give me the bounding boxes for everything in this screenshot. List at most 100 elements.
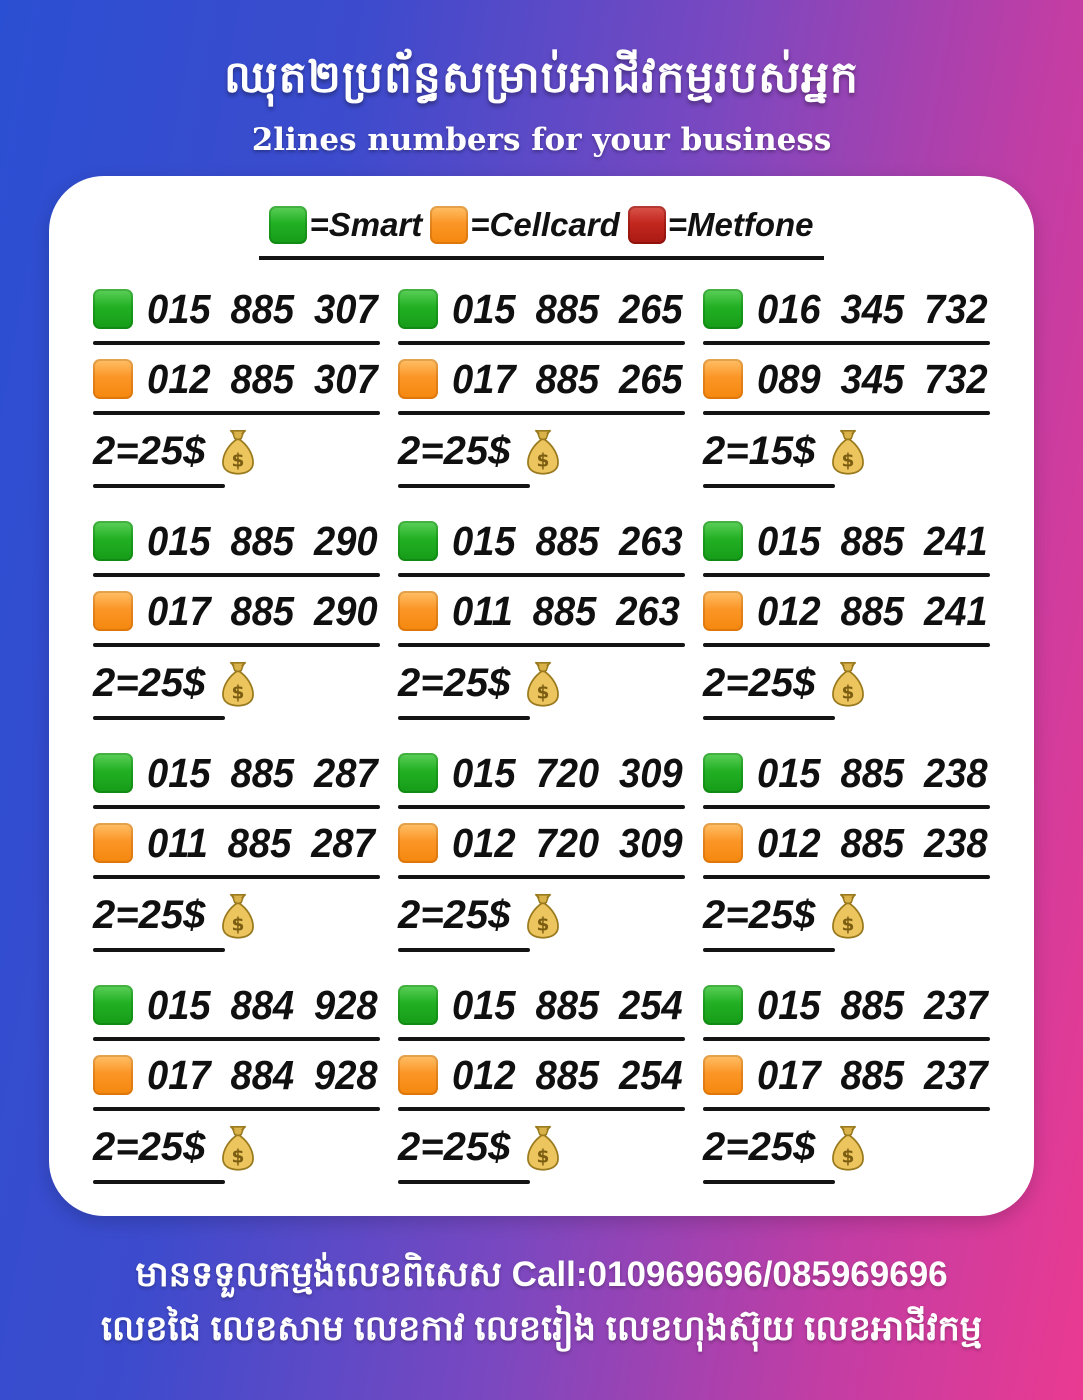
money-bag-icon: $ [222,661,255,707]
divider [703,1107,990,1111]
legend-item-smart: =Smart [269,206,422,244]
price-label: 2=25$ [703,660,816,705]
svg-text:$: $ [842,914,855,935]
cellcard-number-row: 017 885 265 [398,356,685,402]
number-listing: 015 720 309 012 720 309 2=25$ $ [398,750,685,952]
price-label: 2=25$ [398,428,511,473]
smart-swatch-icon [93,753,133,793]
cellcard-number-row: 017 885 290 [93,588,380,634]
divider [398,1180,530,1184]
divider [93,716,225,720]
number-listing: 015 885 290 017 885 290 2=25$ $ [93,518,380,720]
divider [703,875,990,879]
smart-number-row: 015 885 307 [93,286,380,332]
cellcard-legend-swatch-icon [430,206,469,244]
money-bag-icon: $ [527,1125,560,1171]
divider [93,875,380,879]
divider [93,1037,380,1041]
divider [398,1107,685,1111]
price-row: 2=25$ $ [93,890,380,940]
smart-swatch-icon [93,521,133,561]
divider [93,1107,380,1111]
price-label: 2=25$ [398,660,511,705]
price-label: 2=25$ [93,428,206,473]
divider [93,948,225,952]
cellcard-swatch-icon [703,823,743,863]
cellcard-number: 012 885 241 [757,587,988,634]
price-row: 2=25$ $ [703,890,990,940]
smart-number: 015 885 290 [147,517,378,564]
smart-number: 015 885 263 [452,517,683,564]
smart-number: 015 885 237 [757,981,988,1028]
number-listing: 016 345 732 089 345 732 2=15$ $ [703,286,990,488]
number-listing: 015 885 254 012 885 254 2=25$ $ [398,982,685,1184]
cellcard-swatch-icon [93,359,133,399]
number-listing: 015 885 241 012 885 241 2=25$ $ [703,518,990,720]
smart-legend-swatch-icon [269,206,308,244]
cellcard-number-row: 012 885 307 [93,356,380,402]
divider [93,411,380,415]
smart-swatch-icon [703,753,743,793]
cellcard-number: 017 884 928 [147,1051,378,1098]
price-row: 2=25$ $ [398,890,685,940]
number-listing: 015 885 238 012 885 238 2=25$ $ [703,750,990,952]
cellcard-number-row: 017 884 928 [93,1052,380,1098]
divider [703,573,990,577]
price-label: 2=25$ [703,1124,816,1169]
svg-text:$: $ [232,450,245,471]
divider [398,805,685,809]
metfone-legend-swatch-icon [627,206,666,244]
cellcard-number-row: 011 885 287 [93,820,380,866]
smart-swatch-icon [93,289,133,329]
money-bag-icon: $ [222,1125,255,1171]
number-listing: 015 885 265 017 885 265 2=25$ $ [398,286,685,488]
cellcard-number-row: 012 720 309 [398,820,685,866]
price-label: 2=25$ [398,1124,511,1169]
footer-categories-line: លេខផៃ លេខសាម លេខកាវ លេខរៀង លេខហុងស៊ុយ លេ… [100,1309,983,1349]
page-subtitle: 2lines numbers for your business [251,122,832,158]
poster-header: ឈុត២ប្រព័ន្ធសម្រាប់អាជីវកម្មរបស់អ្នក 2li… [0,0,1083,158]
money-bag-icon: $ [832,429,865,475]
svg-text:$: $ [842,1146,855,1167]
divider [703,716,835,720]
legend-label-smart: =Smart [309,206,423,243]
cellcard-number: 089 345 732 [757,355,988,402]
smart-swatch-icon [703,289,743,329]
divider [398,411,685,415]
divider [398,573,685,577]
svg-text:$: $ [232,682,245,703]
cellcard-number-row: 011 885 263 [398,588,685,634]
svg-text:$: $ [842,450,855,471]
smart-swatch-icon [398,753,438,793]
divider [703,1180,835,1184]
divider [93,1180,225,1184]
cellcard-swatch-icon [398,359,438,399]
divider [398,948,530,952]
listings-grid: 015 885 307 012 885 307 2=25$ $ 015 885 … [93,286,990,1184]
cellcard-swatch-icon [703,359,743,399]
divider [93,643,380,647]
number-listing: 015 884 928 017 884 928 2=25$ $ [93,982,380,1184]
cellcard-swatch-icon [703,591,743,631]
svg-text:$: $ [232,914,245,935]
svg-text:$: $ [537,914,550,935]
smart-swatch-icon [703,985,743,1025]
smart-number: 015 885 238 [757,749,988,796]
number-listing: 015 885 307 012 885 307 2=25$ $ [93,286,380,488]
smart-number: 015 885 241 [757,517,988,564]
price-label: 2=25$ [93,1124,206,1169]
cellcard-number-row: 012 885 254 [398,1052,685,1098]
price-row: 2=25$ $ [93,658,380,708]
price-row: 2=25$ $ [703,658,990,708]
smart-swatch-icon [398,521,438,561]
price-row: 2=25$ $ [398,658,685,708]
divider [703,484,835,488]
price-label: 2=25$ [398,892,511,937]
svg-text:$: $ [537,450,550,471]
legend-item-metfone: =Metfone [627,206,814,244]
smart-swatch-icon [398,985,438,1025]
smart-number-row: 016 345 732 [703,286,990,332]
cellcard-number: 012 885 254 [452,1051,683,1098]
legend-label-cellcard: =Cellcard [470,206,620,243]
money-bag-icon: $ [832,661,865,707]
